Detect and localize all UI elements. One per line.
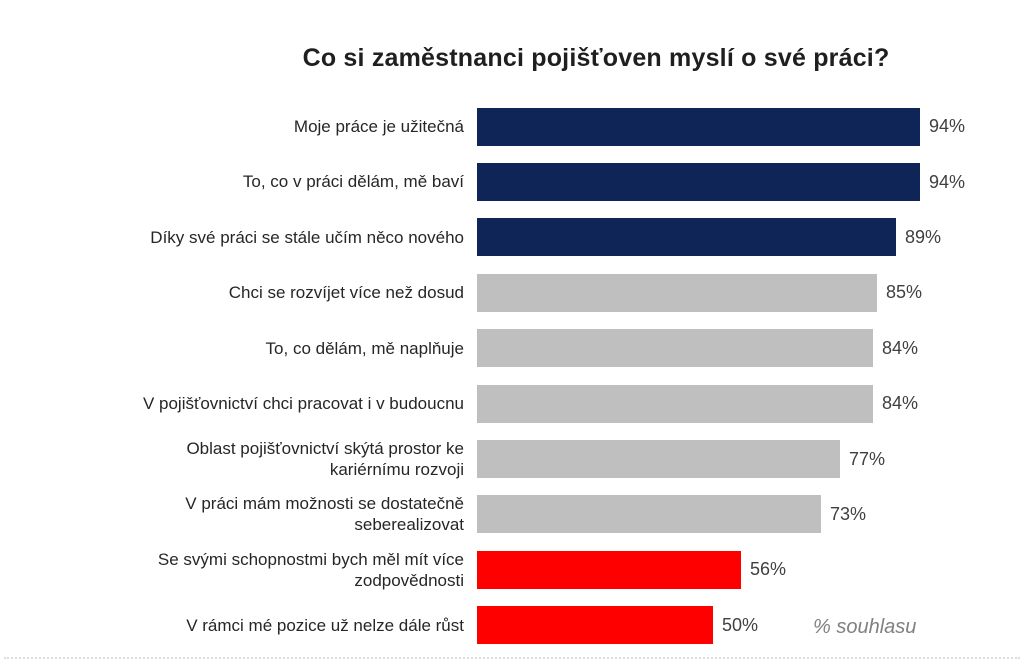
chart-rows: Moje práce je užitečná 94% To, co v práci … — [0, 99, 1024, 653]
value-label: 94% — [929, 116, 966, 137]
value-label: 94% — [929, 171, 966, 192]
value-label: 84% — [882, 393, 919, 414]
bar-area: 94% — [477, 107, 1024, 146]
bar — [477, 606, 713, 645]
bar — [477, 495, 821, 534]
bar-row: Chci se rozvíjet více než dosud 85% — [0, 265, 1024, 320]
bar-row: V pojišťovnictví chci pracovat i v budou… — [0, 376, 1024, 431]
bar-area: 89% — [477, 218, 1024, 257]
value-label: 89% — [905, 226, 942, 247]
bar-row: Se svými schopnostmi bych měl mít více z… — [0, 542, 1024, 597]
category-label: V rámci mé pozice už nelze dále růst — [186, 615, 464, 635]
category-label: To, co dělám, mě naplňuje — [265, 338, 464, 358]
bar — [477, 218, 896, 257]
bar-row: Oblast pojišťovnictví skýtá prostor ke k… — [0, 431, 1024, 486]
bar-row: To, co v práci dělám, mě baví 94% — [0, 154, 1024, 209]
bar-area: 77% — [477, 440, 1024, 479]
bar-row: To, co dělám, mě naplňuje 84% — [0, 321, 1024, 376]
value-label: 56% — [750, 559, 787, 580]
chart-baseline — [4, 657, 1020, 659]
bar — [477, 384, 873, 423]
bar-area: 73% — [477, 495, 1024, 534]
bar-area: 50% — [477, 606, 1024, 645]
bar-area: 84% — [477, 329, 1024, 368]
bar-row: V rámci mé pozice už nelze dále růst 50% — [0, 598, 1024, 653]
bar — [477, 550, 741, 589]
chart-title: Co si zaměstnanci pojišťoven myslí o své… — [302, 44, 890, 72]
value-label: 84% — [882, 337, 919, 358]
bar-area: 84% — [477, 384, 1024, 423]
value-label: 77% — [849, 448, 886, 469]
bar-row: V práci mám možnosti se dostatečně seber… — [0, 487, 1024, 542]
value-label: 73% — [830, 503, 867, 524]
bar-area: 94% — [477, 163, 1024, 202]
value-label: 50% — [722, 614, 759, 635]
bar-area: 56% — [477, 550, 1024, 589]
bar — [477, 107, 920, 146]
category-label: Chci se rozvíjet více než dosud — [228, 283, 464, 303]
bar — [477, 329, 873, 368]
bar-row: Moje práce je užitečná 94% — [0, 99, 1024, 154]
bar — [477, 163, 920, 202]
bar-area: 85% — [477, 273, 1024, 312]
category-label: V pojišťovnictví chci pracovat i v budou… — [142, 394, 464, 414]
bar — [477, 440, 840, 479]
category-label: To, co v práci dělám, mě baví — [242, 172, 464, 192]
category-label: Se svými schopnostmi bych měl mít více z… — [157, 549, 464, 590]
category-label: Díky své práci se stále učím něco nového — [150, 227, 464, 247]
bar — [477, 273, 877, 312]
bar-row: Díky své práci se stále učím něco nového… — [0, 210, 1024, 265]
category-label: Oblast pojišťovnictví skýtá prostor ke k… — [186, 438, 464, 480]
category-label: Moje práce je užitečná — [293, 117, 464, 137]
category-label: V práci mám možnosti se dostatečně seber… — [185, 494, 464, 535]
value-label: 85% — [886, 282, 923, 303]
axis-unit-note: % souhlasu — [813, 616, 917, 638]
